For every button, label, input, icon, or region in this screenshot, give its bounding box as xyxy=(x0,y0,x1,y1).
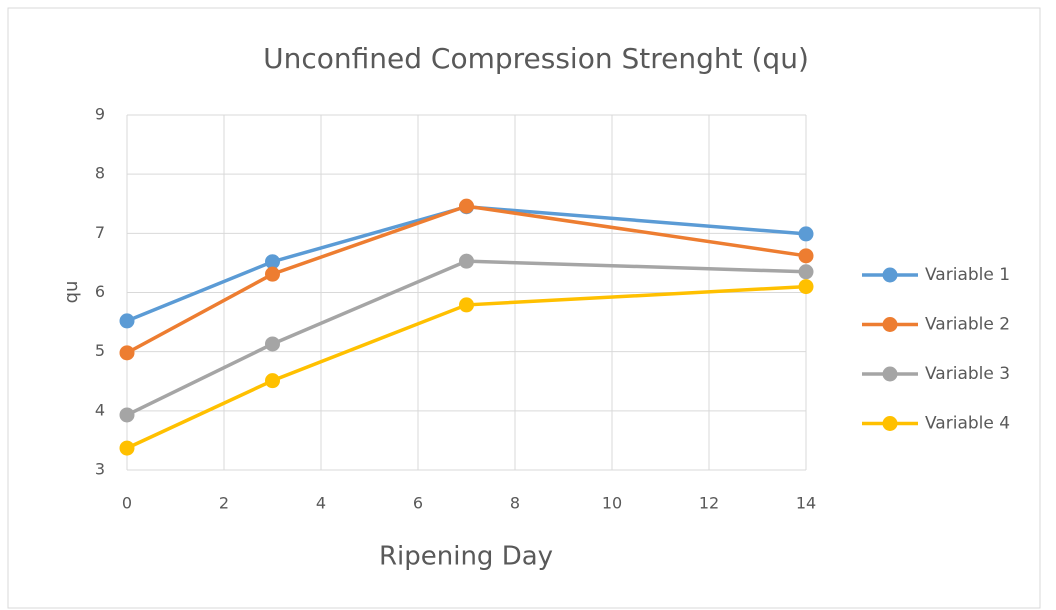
y-tick-label: 7 xyxy=(95,223,105,242)
y-tick-label: 5 xyxy=(95,341,105,360)
y-axis-label: qu xyxy=(61,281,82,304)
data-point xyxy=(459,297,474,313)
x-tick-label: 12 xyxy=(699,494,719,513)
data-point xyxy=(265,266,280,282)
x-tick-label: 6 xyxy=(413,494,423,513)
legend-marker xyxy=(882,267,898,283)
series-line xyxy=(126,204,807,355)
x-tick-label: 0 xyxy=(122,494,132,513)
x-axis-label: Ripening Day xyxy=(379,542,553,572)
data-point xyxy=(119,407,135,423)
y-tick-label: 6 xyxy=(95,282,105,301)
y-tick-label: 9 xyxy=(95,105,105,124)
y-tick-label: 4 xyxy=(95,400,105,419)
data-point xyxy=(265,254,280,270)
x-tick-label: 4 xyxy=(316,494,326,513)
legend-label: Variable 4 xyxy=(925,414,1010,434)
data-point xyxy=(119,345,135,361)
data-point xyxy=(459,198,474,214)
legend-label: Variable 2 xyxy=(925,315,1010,335)
data-point xyxy=(265,373,280,389)
legend-label: Variable 1 xyxy=(925,265,1010,285)
x-tick-label: 2 xyxy=(219,494,229,513)
legend-marker xyxy=(882,416,898,431)
series-line xyxy=(126,284,807,450)
data-point xyxy=(798,248,814,264)
data-point xyxy=(798,279,814,295)
data-point xyxy=(119,440,135,456)
data-point xyxy=(459,253,474,269)
legend-label: Variable 3 xyxy=(925,364,1010,384)
x-tick-label: 8 xyxy=(510,494,520,513)
chart-border xyxy=(7,7,1041,609)
legend-marker xyxy=(882,317,898,332)
chart-title: Unconfined Compression Strenght (qu) xyxy=(263,42,809,75)
data-point xyxy=(798,264,814,280)
series-line xyxy=(126,204,807,323)
data-point xyxy=(119,313,135,329)
y-tick-label: 3 xyxy=(95,460,105,479)
legend-marker xyxy=(882,366,898,382)
y-tick-label: 8 xyxy=(95,164,105,183)
x-tick-label: 10 xyxy=(602,494,622,513)
series-line xyxy=(126,259,807,417)
data-point xyxy=(265,336,280,352)
data-point xyxy=(798,226,814,242)
x-tick-label: 14 xyxy=(796,494,816,513)
